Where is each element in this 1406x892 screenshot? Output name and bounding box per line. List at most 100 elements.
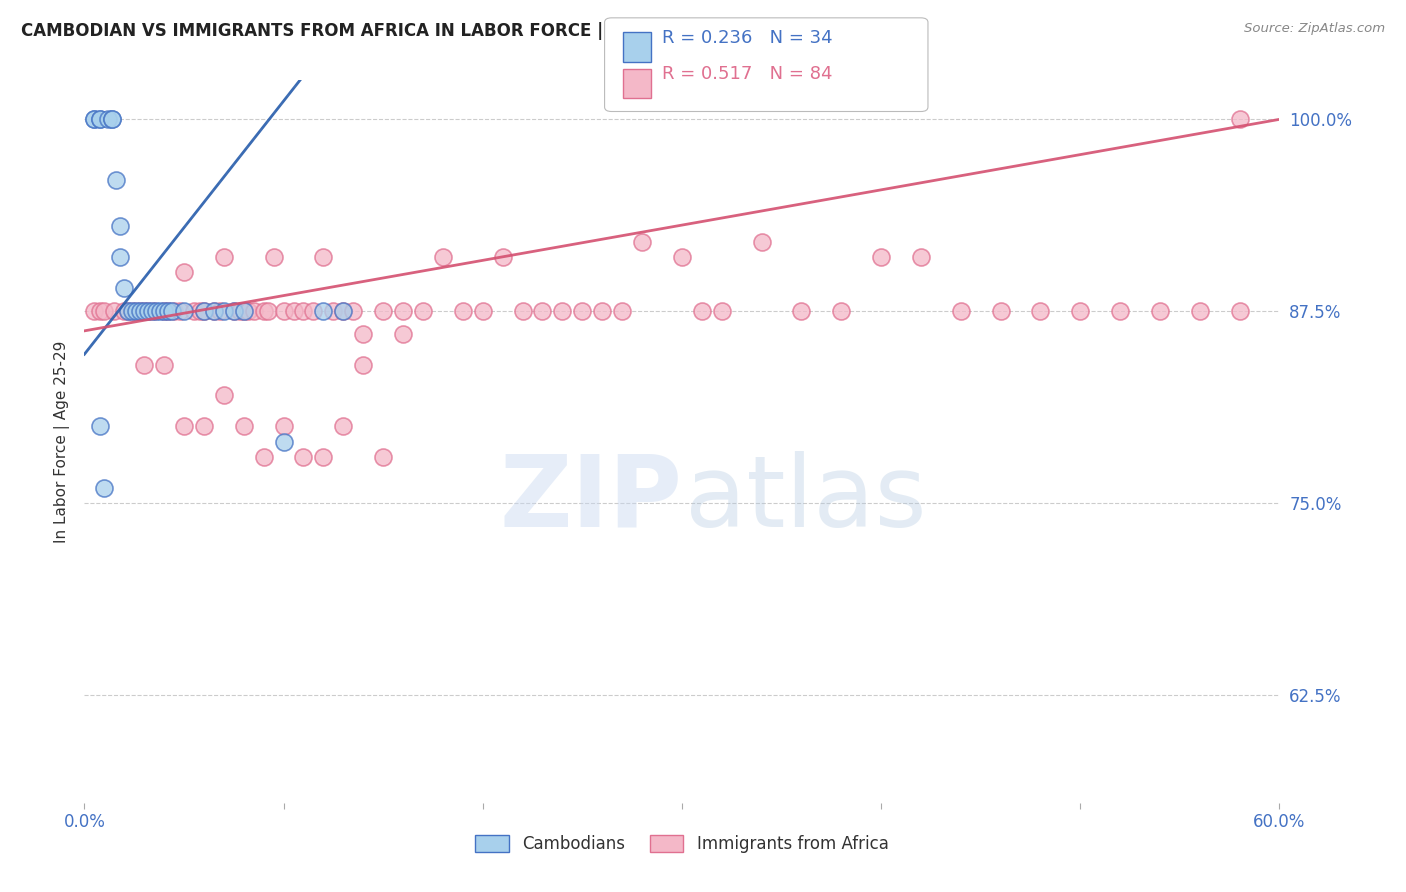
Point	[551, 304, 574, 318]
Point	[352, 326, 374, 341]
Point	[1109, 304, 1132, 318]
Point	[392, 326, 415, 341]
Point	[193, 304, 215, 318]
Point	[153, 358, 176, 372]
Point	[212, 250, 235, 264]
Point	[273, 304, 295, 318]
Point	[136, 304, 159, 318]
Point	[273, 419, 295, 434]
Point	[751, 235, 773, 249]
Point	[451, 304, 474, 318]
Text: atlas: atlas	[686, 450, 927, 548]
Point	[222, 304, 245, 318]
Text: R = 0.517   N = 84: R = 0.517 N = 84	[662, 65, 832, 83]
Point	[571, 304, 593, 318]
Point	[112, 304, 135, 318]
Point	[612, 304, 634, 318]
Point	[212, 304, 235, 318]
Point	[117, 304, 139, 318]
Point	[208, 304, 231, 318]
Point	[392, 304, 415, 318]
Point	[332, 419, 354, 434]
Text: Source: ZipAtlas.com: Source: ZipAtlas.com	[1244, 22, 1385, 36]
Point	[373, 450, 395, 464]
Point	[690, 304, 713, 318]
Point	[122, 304, 145, 318]
Point	[671, 250, 693, 264]
Y-axis label: In Labor Force | Age 25-29: In Labor Force | Age 25-29	[55, 341, 70, 542]
Point	[103, 304, 125, 318]
Point	[242, 304, 264, 318]
Point	[710, 304, 733, 318]
Point	[256, 304, 278, 318]
Point	[212, 388, 235, 402]
Point	[312, 450, 335, 464]
Point	[89, 112, 111, 126]
Point	[232, 304, 254, 318]
Point	[322, 304, 344, 318]
Point	[790, 304, 813, 318]
Point	[1229, 304, 1251, 318]
Text: CAMBODIAN VS IMMIGRANTS FROM AFRICA IN LABOR FORCE | AGE 25-29 CORRELATION CHART: CAMBODIAN VS IMMIGRANTS FROM AFRICA IN L…	[21, 22, 911, 40]
Point	[145, 304, 167, 318]
Point	[173, 265, 195, 279]
Point	[83, 304, 105, 318]
Point	[188, 304, 211, 318]
Point	[173, 304, 195, 318]
Point	[117, 304, 139, 318]
Point	[132, 304, 156, 318]
Point	[492, 250, 515, 264]
Point	[105, 173, 128, 187]
Point	[160, 304, 183, 318]
Point	[110, 250, 132, 264]
Point	[990, 304, 1012, 318]
Point	[512, 304, 534, 318]
Point	[153, 304, 176, 318]
Point	[202, 304, 225, 318]
Point	[949, 304, 972, 318]
Point	[253, 304, 276, 318]
Point	[153, 304, 176, 318]
Point	[870, 250, 893, 264]
Point	[1188, 304, 1211, 318]
Point	[232, 419, 254, 434]
Point	[312, 250, 335, 264]
Text: ZIP: ZIP	[499, 450, 682, 548]
Point	[830, 304, 852, 318]
Point	[1149, 304, 1171, 318]
Point	[222, 304, 245, 318]
Point	[412, 304, 434, 318]
Point	[302, 304, 325, 318]
Point	[89, 304, 111, 318]
Point	[263, 250, 285, 264]
Point	[1069, 304, 1091, 318]
Point	[332, 304, 354, 318]
Point	[132, 358, 156, 372]
Point	[169, 304, 191, 318]
Point	[471, 304, 494, 318]
Point	[83, 112, 105, 126]
Point	[342, 304, 364, 318]
Point	[173, 419, 195, 434]
Point	[101, 112, 124, 126]
Point	[193, 419, 215, 434]
Point	[193, 304, 215, 318]
Point	[292, 304, 315, 318]
Point	[143, 304, 166, 318]
Point	[1029, 304, 1052, 318]
Point	[432, 250, 454, 264]
Point	[202, 304, 225, 318]
Point	[229, 304, 252, 318]
Point	[591, 304, 613, 318]
Point	[136, 304, 159, 318]
Point	[125, 304, 148, 318]
Point	[232, 304, 254, 318]
Point	[910, 250, 932, 264]
Point	[312, 304, 335, 318]
Point	[157, 304, 180, 318]
Point	[89, 419, 111, 434]
Point	[631, 235, 654, 249]
Point	[273, 434, 295, 449]
Point	[149, 304, 172, 318]
Point	[83, 112, 105, 126]
